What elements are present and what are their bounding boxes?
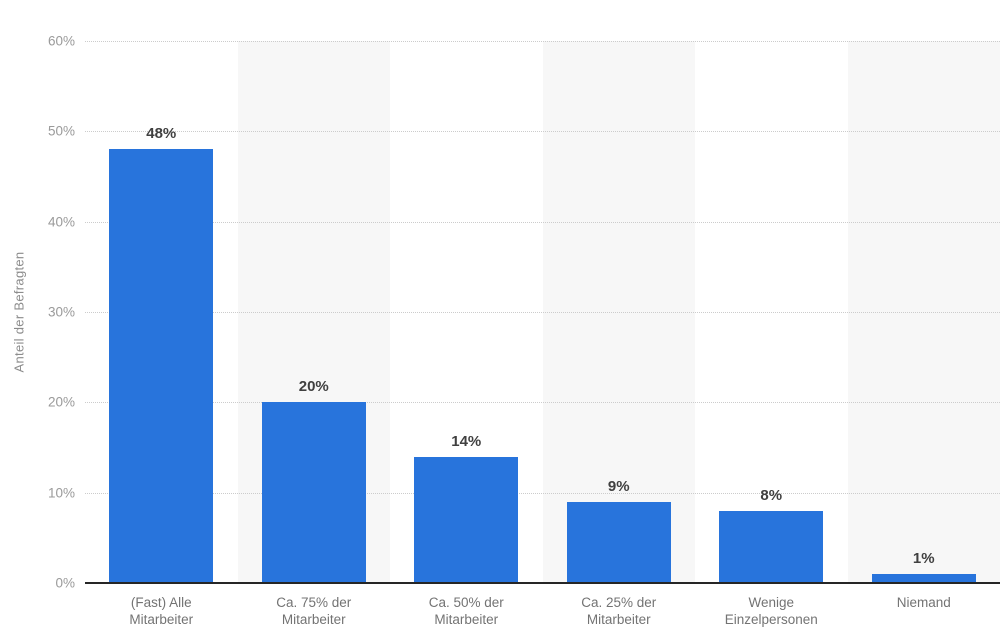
category-column: 48% (Fast) Alle Mitarbeiter [85, 41, 238, 627]
gridline [85, 221, 1000, 223]
bar-value-label: 8% [760, 486, 783, 504]
x-axis-category-label: Ca. 50% der Mitarbeiter [428, 595, 504, 627]
plot-area: 48% (Fast) Alle Mitarbeiter 20% Ca. 75% … [85, 41, 1000, 627]
y-axis-tick-label: 20% [47, 394, 75, 410]
category-column: 8% Wenige Einzelpersonen [695, 41, 848, 627]
x-axis-line [85, 582, 1000, 584]
x-axis-category-label: Niemand [896, 595, 951, 610]
category-column: 14% Ca. 50% der Mitarbeiter [390, 41, 543, 627]
bar[interactable] [261, 402, 366, 583]
bar[interactable] [566, 501, 671, 583]
y-axis-tick-label: 10% [47, 485, 75, 501]
bar-value-label: 14% [451, 432, 482, 450]
bar[interactable] [871, 573, 976, 583]
bar-value-label: 9% [607, 477, 630, 495]
bar-value-label: 1% [912, 549, 935, 567]
bar[interactable] [414, 456, 519, 583]
gridline [85, 41, 1000, 42]
bar[interactable] [109, 149, 214, 583]
gridline [85, 131, 1000, 133]
bar[interactable] [719, 510, 824, 583]
y-axis-tick-label: 50% [47, 123, 75, 139]
y-axis-tick-label: 60% [47, 33, 75, 49]
bar-value-label: 20% [298, 378, 329, 396]
y-axis-tick-label: 40% [47, 214, 75, 230]
x-axis-category-label: Ca. 25% der Mitarbeiter [581, 595, 657, 627]
x-axis-category-label: (Fast) Alle Mitarbeiter [129, 595, 194, 627]
gridline [85, 312, 1000, 313]
y-axis-tick-label: 30% [47, 304, 75, 320]
gridline [85, 402, 1000, 404]
x-axis-category-label: Wenige Einzelpersonen [724, 595, 818, 627]
x-axis-category-label: Ca. 75% der Mitarbeiter [276, 595, 352, 627]
bar-value-label: 48% [146, 125, 177, 143]
y-axis-tick-label: 0% [55, 575, 75, 591]
gridline [85, 492, 1000, 494]
